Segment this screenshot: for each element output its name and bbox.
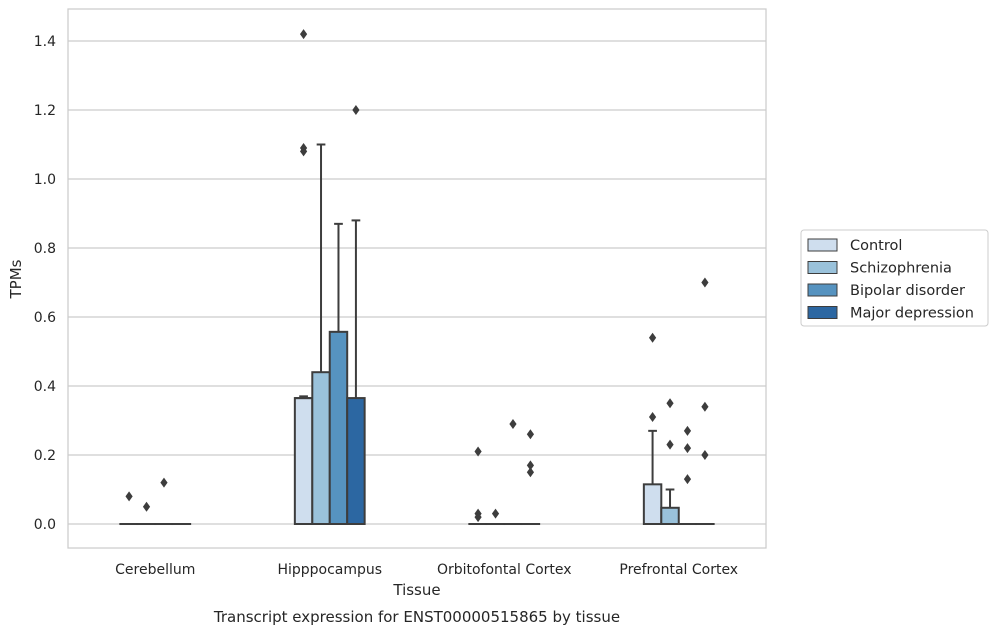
y-tick-label: 0.2 <box>34 448 56 464</box>
outlier-point <box>299 29 308 40</box>
y-tick-label: 1.2 <box>34 103 56 119</box>
outlier-point <box>491 508 500 519</box>
outlier-point <box>474 446 482 457</box>
x-tick-label: Hipppocampus <box>277 562 382 578</box>
legend: Control Schizophrenia Bipolar disorder Majo… <box>800 229 989 327</box>
y-tick-label: 1.4 <box>34 34 56 50</box>
legend-label: Schizophrenia <box>850 261 952 277</box>
outlier-point <box>299 146 308 157</box>
outlier-point <box>474 512 482 523</box>
chart-title: Transcript expression for ENST0000051586… <box>213 608 620 626</box>
box-control <box>642 332 663 526</box>
box-bipolar-disorder <box>154 477 174 526</box>
box-schizophrenia <box>136 501 157 526</box>
box-schizophrenia <box>485 508 506 526</box>
y-tick-label: 0.4 <box>34 379 56 395</box>
outlier-point <box>142 501 151 512</box>
outlier-point <box>683 443 692 454</box>
outlier-point <box>701 277 709 288</box>
legend-swatch <box>807 238 838 252</box>
box-body <box>346 397 366 526</box>
box-body <box>311 371 331 526</box>
y-tick-label: 0.0 <box>34 517 56 533</box>
box-schizophrenia <box>660 398 680 526</box>
outlier-point <box>526 429 535 440</box>
outlier-point <box>701 401 709 412</box>
box-series <box>119 29 715 526</box>
box-body <box>642 483 663 526</box>
plot-frame <box>67 8 767 549</box>
box-major-depression <box>695 277 715 526</box>
x-axis-label: Tissue <box>392 581 440 599</box>
box-major-depression <box>520 429 541 526</box>
legend-swatch <box>807 306 838 319</box>
y-tick-label: 0.6 <box>34 310 56 326</box>
legend-label: Control <box>850 238 902 254</box>
legend-swatch <box>807 283 838 297</box>
outlier-point <box>701 450 709 460</box>
box-bipolar-disorder <box>328 222 349 525</box>
box-bipolar-disorder <box>677 425 698 526</box>
box-control <box>119 491 139 526</box>
box-body <box>293 397 314 526</box>
x-tick-label: Prefrontal Cortex <box>619 562 738 578</box>
outlier-point <box>648 412 657 423</box>
gridlines <box>68 40 766 525</box>
box-schizophrenia <box>311 143 331 526</box>
legend-swatch <box>807 261 838 274</box>
outlier-point <box>666 398 674 409</box>
y-tick-label: 1.0 <box>34 172 56 188</box>
legend-label: Major depression <box>850 306 974 322</box>
outlier-point <box>683 474 692 485</box>
outlier-point <box>509 418 517 429</box>
box-control <box>293 29 314 526</box>
outlier-point <box>526 460 535 471</box>
x-axis-ticks: Cerebellum Hipppocampus Orbitofontal Corte… <box>115 562 738 578</box>
y-axis-label: TPMs <box>7 259 25 299</box>
legend-frame <box>800 229 989 327</box>
x-tick-label: Orbitofontal Cortex <box>437 562 572 578</box>
box-major-depression <box>346 105 366 526</box>
outlier-point <box>683 425 692 436</box>
y-tick-label: 0.8 <box>34 241 56 257</box>
outlier-point <box>125 491 133 502</box>
box-control <box>468 446 488 526</box>
outlier-point <box>526 467 535 478</box>
outlier-point <box>352 105 360 115</box>
legend-label: Bipolar disorder <box>850 283 965 299</box>
outlier-point <box>648 332 657 343</box>
box-bipolar-disorder <box>503 418 523 526</box>
outlier-point <box>666 439 674 450</box>
outlier-point <box>160 477 168 488</box>
box-body <box>660 506 680 526</box>
y-axis-ticks: 0.0 0.2 0.4 0.6 0.8 1.0 1.2 1.4 <box>34 34 56 533</box>
box-body <box>328 330 349 525</box>
x-tick-label: Cerebellum <box>115 562 195 578</box>
